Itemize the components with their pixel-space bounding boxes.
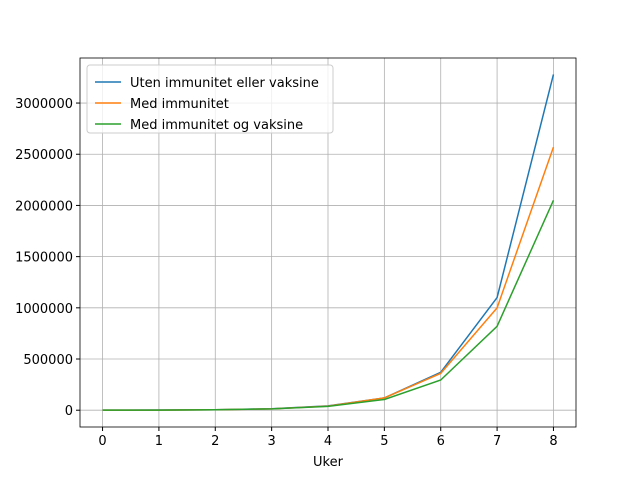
y-tick-label: 2000000 — [15, 199, 73, 214]
x-tick-label: 0 — [98, 434, 106, 449]
x-tick-label: 1 — [155, 434, 163, 449]
y-tick-label: 500000 — [23, 353, 73, 368]
y-tick-label: 0 — [65, 404, 73, 419]
legend-label: Uten immunitet eller vaksine — [130, 76, 319, 91]
x-tick-label: 2 — [211, 434, 219, 449]
legend-label: Med immunitet — [130, 97, 229, 112]
x-tick-label: 4 — [324, 434, 332, 449]
x-axis-label: Uker — [313, 455, 344, 470]
legend-box — [86, 64, 334, 134]
x-tick-label: 5 — [380, 434, 388, 449]
legend-label: Med immunitet og vaksine — [130, 118, 303, 133]
x-tick-label: 6 — [437, 434, 445, 449]
y-tick-label: 2500000 — [15, 148, 73, 163]
y-tick-label: 3000000 — [15, 97, 73, 112]
plot-frame — [79, 57, 577, 428]
y-tick-label: 1000000 — [15, 302, 73, 317]
x-tick-label: 3 — [267, 434, 275, 449]
series-line — [102, 200, 555, 411]
x-tick-label: 7 — [493, 434, 501, 449]
x-tick-label: 8 — [549, 434, 557, 449]
y-tick-label: 1500000 — [15, 251, 73, 266]
